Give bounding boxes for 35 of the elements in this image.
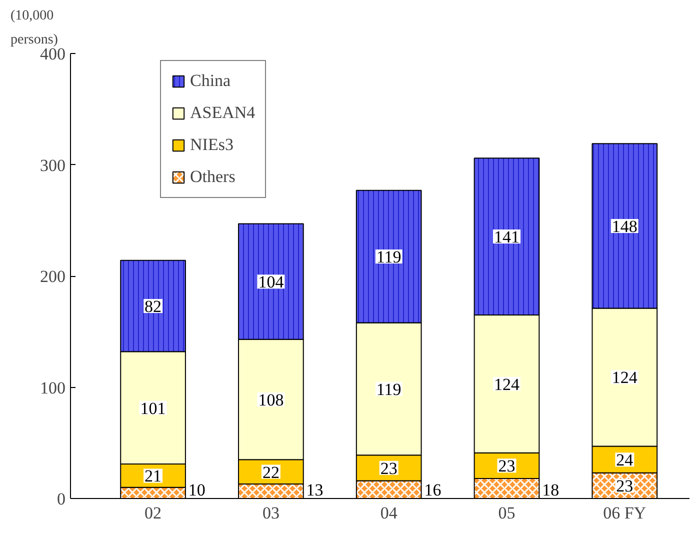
- y-tick-label: 200: [40, 267, 66, 286]
- y-tick-label: 300: [40, 156, 66, 175]
- data-label: 23: [616, 476, 634, 496]
- x-tick-label: 05: [498, 504, 516, 522]
- data-label: 16: [424, 480, 442, 500]
- y-tick-label: 100: [40, 378, 66, 398]
- data-label: 119: [376, 248, 402, 267]
- x-tick-label: 06 FY: [603, 504, 646, 522]
- data-label: 141: [494, 228, 520, 247]
- data-label: 108: [258, 390, 284, 410]
- legend-label: NIEs3: [190, 135, 234, 155]
- data-label: 101: [140, 398, 166, 418]
- data-label: 124: [494, 374, 520, 394]
- data-label: 23: [380, 458, 398, 478]
- y-axis-title: (10,000 persons): [10, 8, 58, 48]
- data-label: 104: [258, 272, 284, 292]
- y-tick-label: 0: [57, 490, 66, 508]
- y-tick-label: 400: [40, 44, 66, 64]
- data-label: 148: [612, 216, 638, 236]
- legend-label: Others: [190, 167, 236, 187]
- x-tick-label: 04: [380, 504, 398, 522]
- data-label: 124: [612, 368, 638, 388]
- data-label: 119: [376, 380, 402, 399]
- x-tick-label: 03: [262, 504, 280, 522]
- legend-label: ASEAN4: [190, 103, 256, 123]
- data-label: 23: [498, 456, 516, 476]
- legend-label: China: [190, 71, 231, 91]
- data-label: 18: [542, 480, 560, 500]
- data-label: 13: [306, 480, 324, 500]
- data-label: 82: [144, 297, 162, 316]
- x-tick-label: 02: [144, 504, 162, 522]
- data-label: 21: [144, 466, 162, 486]
- data-label: 24: [616, 450, 634, 470]
- data-label: 10: [188, 480, 206, 500]
- data-label: 22: [262, 462, 280, 482]
